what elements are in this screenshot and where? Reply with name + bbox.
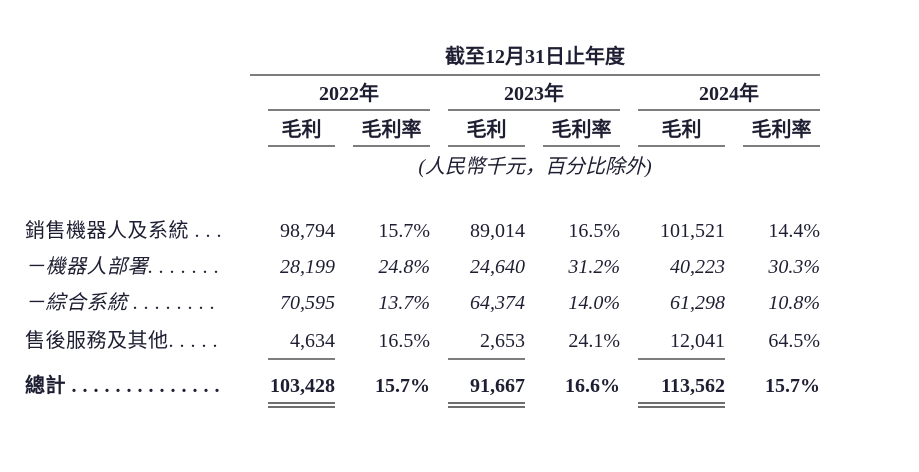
value-cell: 2,653 (448, 330, 525, 360)
total-row-label: 總計 . . . . . . . . . . . . . . (25, 375, 220, 397)
value-cell: 10.8% (768, 292, 820, 314)
total-value-cell: 113,562 (638, 375, 725, 408)
value-cell: 64.5% (768, 330, 820, 352)
year-header-2022: 2022年 (268, 77, 430, 111)
row-label: －機器人部署. . . . . . . (25, 256, 220, 278)
value-cell: 13.7% (378, 292, 430, 314)
value-cell: 101,521 (660, 220, 725, 242)
col-header-gross-margin-2024: 毛利率 (743, 113, 820, 147)
table-header-row: 截至12月31日止年度 (25, 40, 820, 76)
value-cell: 12,041 (638, 330, 725, 360)
table-row-robot-deployment: －機器人部署. . . . . . . 28,199 24.8% 24,640 … (25, 245, 820, 281)
table-row-sales-robots: 銷售機器人及系統 . . . 98,794 15.7% 89,014 16.5%… (25, 209, 820, 245)
spacer-row (25, 179, 820, 209)
value-cell: 24,640 (470, 256, 525, 278)
total-value-cell: 15.7% (375, 375, 430, 397)
gross-profit-table: 截至12月31日止年度 2022年 2023年 2024年 毛利 毛利率 毛利 … (25, 40, 820, 408)
value-cell: 31.2% (568, 256, 620, 278)
total-value-cell: 103,428 (268, 375, 335, 408)
value-cell: 14.4% (768, 220, 820, 242)
value-cell: 16.5% (568, 220, 620, 242)
value-cell: 98,794 (280, 220, 335, 242)
table-row-after-sales: 售後服務及其他. . . . . 4,634 16.5% 2,653 24.1%… (25, 317, 820, 360)
row-label: －綜合系統 . . . . . . . . (25, 292, 216, 314)
year-header-2023: 2023年 (448, 77, 620, 111)
value-cell: 64,374 (470, 292, 525, 314)
value-cell: 24.1% (568, 330, 620, 352)
total-value-cell: 16.6% (565, 375, 620, 397)
unit-note: (人民幣千元，百分比除外) (418, 156, 652, 178)
value-cell: 24.8% (378, 256, 430, 278)
unit-note-row: (人民幣千元，百分比除外) (25, 147, 820, 179)
col-header-gross-margin-2023: 毛利率 (543, 113, 620, 147)
value-cell: 89,014 (470, 220, 525, 242)
col-header-gross-profit-2023: 毛利 (448, 113, 525, 147)
table-row-integrated-systems: －綜合系統 . . . . . . . . 70,595 13.7% 64,37… (25, 281, 820, 317)
row-label: 銷售機器人及系統 . . . (25, 220, 222, 242)
table-row-total: 總計 . . . . . . . . . . . . . . 103,428 1… (25, 360, 820, 408)
value-cell: 30.3% (768, 256, 820, 278)
value-cell: 61,298 (670, 292, 725, 314)
col-header-gross-margin-2022: 毛利率 (353, 113, 430, 147)
column-header-row: 毛利 毛利率 毛利 毛利率 毛利 毛利率 (25, 111, 820, 147)
value-cell: 15.7% (378, 220, 430, 242)
row-label: 售後服務及其他. . . . . (25, 330, 218, 352)
col-header-gross-profit-2022: 毛利 (268, 113, 335, 147)
period-spanner-cell: 截至12月31日止年度 (250, 40, 820, 76)
total-value-cell: 91,667 (448, 375, 525, 408)
value-cell: 16.5% (378, 330, 430, 352)
col-header-gross-profit-2024: 毛利 (638, 113, 725, 147)
value-cell: 28,199 (280, 256, 335, 278)
total-value-cell: 15.7% (765, 375, 820, 397)
value-cell: 14.0% (568, 292, 620, 314)
year-header-2024: 2024年 (638, 77, 820, 111)
value-cell: 40,223 (670, 256, 725, 278)
period-title: 截至12月31日止年度 (445, 46, 625, 68)
value-cell: 4,634 (268, 330, 335, 360)
year-header-row: 2022年 2023年 2024年 (25, 75, 820, 111)
value-cell: 70,595 (280, 292, 335, 314)
